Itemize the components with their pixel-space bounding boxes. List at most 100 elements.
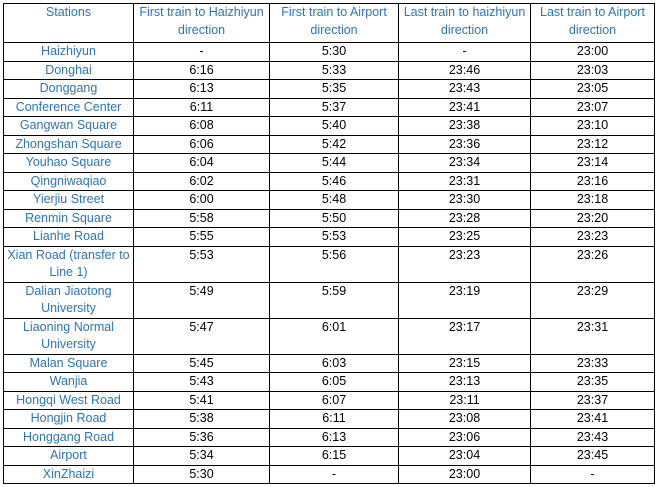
table-row: Youhao Square 6:04 5:44 23:34 23:14: [3, 153, 655, 173]
table-row: Donggang 6:13 5:35 23:43 23:05: [3, 79, 655, 99]
time-cell: 23:29: [530, 281, 655, 319]
time-cell: 5:37: [269, 97, 399, 117]
time-cell: 23:35: [530, 372, 655, 392]
table-row: Hongqi West Road 5:41 6:07 23:11 23:37: [3, 390, 655, 410]
time-cell: 23:23: [530, 227, 655, 247]
station-cell: Haizhiyun: [3, 42, 134, 62]
time-cell: 6:04: [133, 153, 270, 173]
station-cell: Donghai: [3, 60, 134, 80]
table-row: Zhongshan Square 6:06 5:42 23:36 23:12: [3, 134, 655, 154]
station-cell: Honggang Road: [3, 427, 134, 447]
table-row: Xian Road (transfer to Line 1) 5:53 5:56 23…: [3, 245, 655, 283]
time-cell: 6:00: [133, 190, 270, 210]
station-cell: Gangwan Square: [3, 116, 134, 136]
station-cell: Conference Center: [3, 97, 134, 117]
time-cell: 5:45: [133, 353, 270, 373]
time-cell: 6:06: [133, 134, 270, 154]
station-cell: Yierjiu Street: [3, 190, 134, 210]
table-row: Honggang Road 5:36 6:13 23:06 23:43: [3, 427, 655, 447]
time-cell: 23:08: [398, 409, 531, 429]
time-cell: 5:43: [133, 372, 270, 392]
station-cell: XinZhaizi: [3, 464, 134, 484]
time-cell: 23:16: [530, 171, 655, 191]
time-cell: 23:14: [530, 153, 655, 173]
table-body: Haizhiyun -5:30-23:00 Donghai 6:16 5:33 23:46…: [3, 42, 655, 484]
time-cell: 6:16: [133, 60, 270, 80]
time-cell: 6:13: [269, 427, 399, 447]
time-cell: 5:53: [269, 227, 399, 247]
table-row: Renmin Square 5:58 5:50 23:28 23:20: [3, 208, 655, 228]
time-cell: 23:31: [530, 317, 655, 355]
time-cell: 23:06: [398, 427, 531, 447]
time-cell: 6:01: [269, 317, 399, 355]
time-cell: 23:41: [530, 409, 655, 429]
time-cell: 5:33: [269, 60, 399, 80]
time-cell: 6:02: [133, 171, 270, 191]
header-row: Stations First train to Haizhiyun directi…: [3, 3, 655, 43]
header-cell: First train to Airport direction: [269, 3, 399, 43]
time-cell: 6:13: [133, 79, 270, 99]
station-cell: Xian Road (transfer to Line 1): [3, 245, 134, 283]
station-cell: Lianhe Road: [3, 227, 134, 247]
time-cell: 23:30: [398, 190, 531, 210]
time-cell: 5:40: [269, 116, 399, 136]
time-cell: 23:05: [530, 79, 655, 99]
table-row: Airport 5:34 6:15 23:04 23:45: [3, 446, 655, 466]
time-cell: 5:46: [269, 171, 399, 191]
time-cell: 5:53: [133, 245, 270, 283]
time-cell: 6:11: [133, 97, 270, 117]
table-row: Dalian Jiaotong University 5:49 5:59 23:19 2…: [3, 281, 655, 319]
time-cell: 23:12: [530, 134, 655, 154]
time-cell: 5:30: [269, 42, 399, 62]
time-cell: 5:34: [133, 446, 270, 466]
station-cell: Wanjia: [3, 372, 134, 392]
time-cell: 5:36: [133, 427, 270, 447]
time-cell: 23:17: [398, 317, 531, 355]
table-row: Lianhe Road 5:55 5:53 23:25 23:23: [3, 227, 655, 247]
station-cell: Airport: [3, 446, 134, 466]
time-cell: 23:33: [530, 353, 655, 373]
time-cell: 23:00: [530, 42, 655, 62]
time-cell: 23:19: [398, 281, 531, 319]
table-row: Haizhiyun -5:30-23:00: [3, 42, 655, 62]
table-row: Wanjia 5:43 6:05 23:13 23:35: [3, 372, 655, 392]
time-cell: 6:05: [269, 372, 399, 392]
time-cell: 5:55: [133, 227, 270, 247]
time-cell: 23:15: [398, 353, 531, 373]
time-cell: 23:20: [530, 208, 655, 228]
time-cell: -: [133, 42, 270, 62]
time-cell: 23:07: [530, 97, 655, 117]
time-cell: 6:08: [133, 116, 270, 136]
time-cell: -: [398, 42, 531, 62]
time-cell: 5:42: [269, 134, 399, 154]
station-cell: Donggang: [3, 79, 134, 99]
time-cell: 23:11: [398, 390, 531, 410]
time-cell: 23:04: [398, 446, 531, 466]
time-cell: 23:03: [530, 60, 655, 80]
table-row: Hongjin Road 5:38 6:11 23:08 23:41: [3, 409, 655, 429]
station-cell: Dalian Jiaotong University: [3, 281, 134, 319]
time-cell: 23:13: [398, 372, 531, 392]
time-cell: 23:10: [530, 116, 655, 136]
station-cell: Liaoning Normal University: [3, 317, 134, 355]
time-cell: -: [269, 464, 399, 484]
time-cell: 5:49: [133, 281, 270, 319]
table-row: Malan Square 5:45 6:03 23:15 23:33: [3, 353, 655, 373]
time-cell: 5:58: [133, 208, 270, 228]
time-cell: 6:03: [269, 353, 399, 373]
table-row: Yierjiu Street 6:00 5:48 23:30 23:18: [3, 190, 655, 210]
station-cell: Renmin Square: [3, 208, 134, 228]
time-cell: 5:41: [133, 390, 270, 410]
station-cell: Youhao Square: [3, 153, 134, 173]
table-row: Donghai 6:16 5:33 23:46 23:03: [3, 60, 655, 80]
time-cell: 5:50: [269, 208, 399, 228]
timetable: Stations First train to Haizhiyun directi…: [3, 3, 655, 484]
time-cell: 23:41: [398, 97, 531, 117]
time-cell: 23:46: [398, 60, 531, 80]
time-cell: 23:00: [398, 464, 531, 484]
time-cell: 23:37: [530, 390, 655, 410]
time-cell: 5:35: [269, 79, 399, 99]
time-cell: 23:45: [530, 446, 655, 466]
time-cell: -: [530, 464, 655, 484]
